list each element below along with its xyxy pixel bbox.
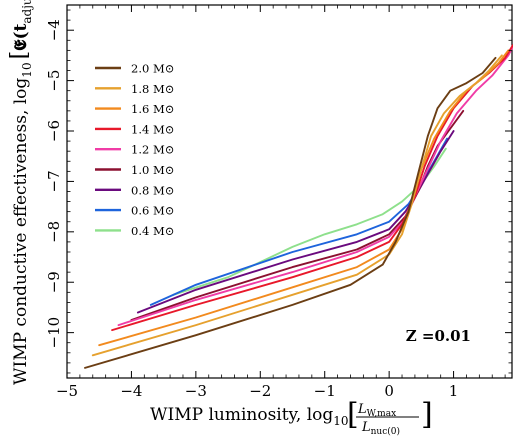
legend-label-2: 1.6 M⊙ — [131, 102, 174, 116]
x-tick-label-1: −4 — [120, 382, 142, 400]
x-label-den-sub: nuc(0) — [371, 426, 400, 437]
legend-label-5: 1.0 M⊙ — [131, 163, 174, 177]
y-tick-label-6: −4 — [45, 19, 63, 41]
x-label-den: L — [361, 420, 371, 435]
series-line-1 — [91, 54, 503, 357]
y-label-sub: 10 — [20, 62, 34, 77]
legend-label-1: 1.8 M⊙ — [131, 82, 174, 96]
x-tick-label-5: 0 — [384, 382, 394, 400]
series-line-0 — [84, 56, 497, 369]
x-tick-label-3: −2 — [249, 382, 271, 400]
x-label-bracket-right: ] — [421, 397, 433, 432]
annotation-metallicity: Z =0.01 — [406, 327, 471, 345]
svg-text:WIMP luminosity, log10: WIMP luminosity, log10 — [150, 405, 349, 428]
legend: 2.0 M⊙ 1.8 M⊙ 1.6 M⊙ 1.4 M⊙ 1.2 M⊙ 1.0 M⊙ 0.8 … — [95, 62, 174, 238]
x-label-bracket-left: [ — [347, 397, 359, 432]
y-label-arg: 𝕰(t — [11, 23, 31, 50]
y-label-arg-sub: adjust — [20, 0, 34, 24]
x-tick-label-6: 1 — [449, 382, 459, 400]
svg-text:WIMP conductive effectiveness,: WIMP conductive effectiveness, log10[𝕰(t… — [7, 0, 34, 385]
y-axis-label: WIMP conductive effectiveness, log10[𝕰(t… — [7, 0, 34, 385]
x-label-main: WIMP luminosity, log — [150, 405, 333, 425]
x-tick-label-2: −3 — [185, 382, 207, 400]
y-tick-label-3: −7 — [45, 170, 63, 192]
legend-label-6: 0.8 M⊙ — [131, 183, 174, 197]
legend-label-4: 1.2 M⊙ — [131, 143, 174, 157]
y-tick-label-5: −5 — [45, 70, 63, 92]
legend-label-3: 1.4 M⊙ — [131, 122, 174, 136]
series-line-6 — [136, 130, 455, 314]
y-tick-label-4: −6 — [45, 120, 63, 142]
legend-label-0: 2.0 M⊙ — [131, 62, 174, 76]
series-layer — [84, 44, 513, 369]
y-tick-label-1: −9 — [45, 271, 63, 293]
x-label-sub: 10 — [333, 414, 348, 428]
x-label-num: L — [357, 402, 367, 417]
x-axis-label: WIMP luminosity, log10 [ LW,max Lnuc(0) … — [150, 397, 433, 437]
legend-label-7: 0.6 M⊙ — [131, 204, 174, 218]
x-label-num-sub: W,max — [367, 409, 397, 419]
y-label-main: WIMP conductive effectiveness, log — [11, 78, 31, 385]
series-line-5 — [130, 109, 465, 321]
y-tick-label-2: −8 — [45, 221, 63, 243]
ticks-layer: −5 −4 −3 −2 −1 0 1−10−9−8−7−6−5−4 — [45, 5, 512, 400]
svg-text:Lnuc(0): Lnuc(0) — [361, 420, 400, 437]
y-tick-label-0: −10 — [45, 317, 63, 349]
x-tick-label-0: −5 — [56, 382, 78, 400]
x-tick-label-4: −1 — [314, 382, 336, 400]
svg-text:LW,max: LW,max — [357, 402, 396, 419]
series-line-4 — [117, 44, 513, 327]
legend-label-8: 0.4 M⊙ — [131, 224, 174, 238]
